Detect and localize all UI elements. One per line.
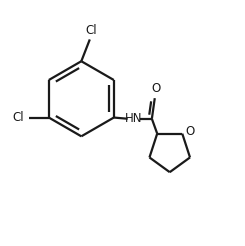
Text: Cl: Cl [85, 24, 97, 36]
Text: O: O [185, 125, 195, 138]
Text: O: O [151, 81, 161, 94]
Text: HN: HN [125, 112, 142, 125]
Text: Cl: Cl [12, 111, 24, 124]
